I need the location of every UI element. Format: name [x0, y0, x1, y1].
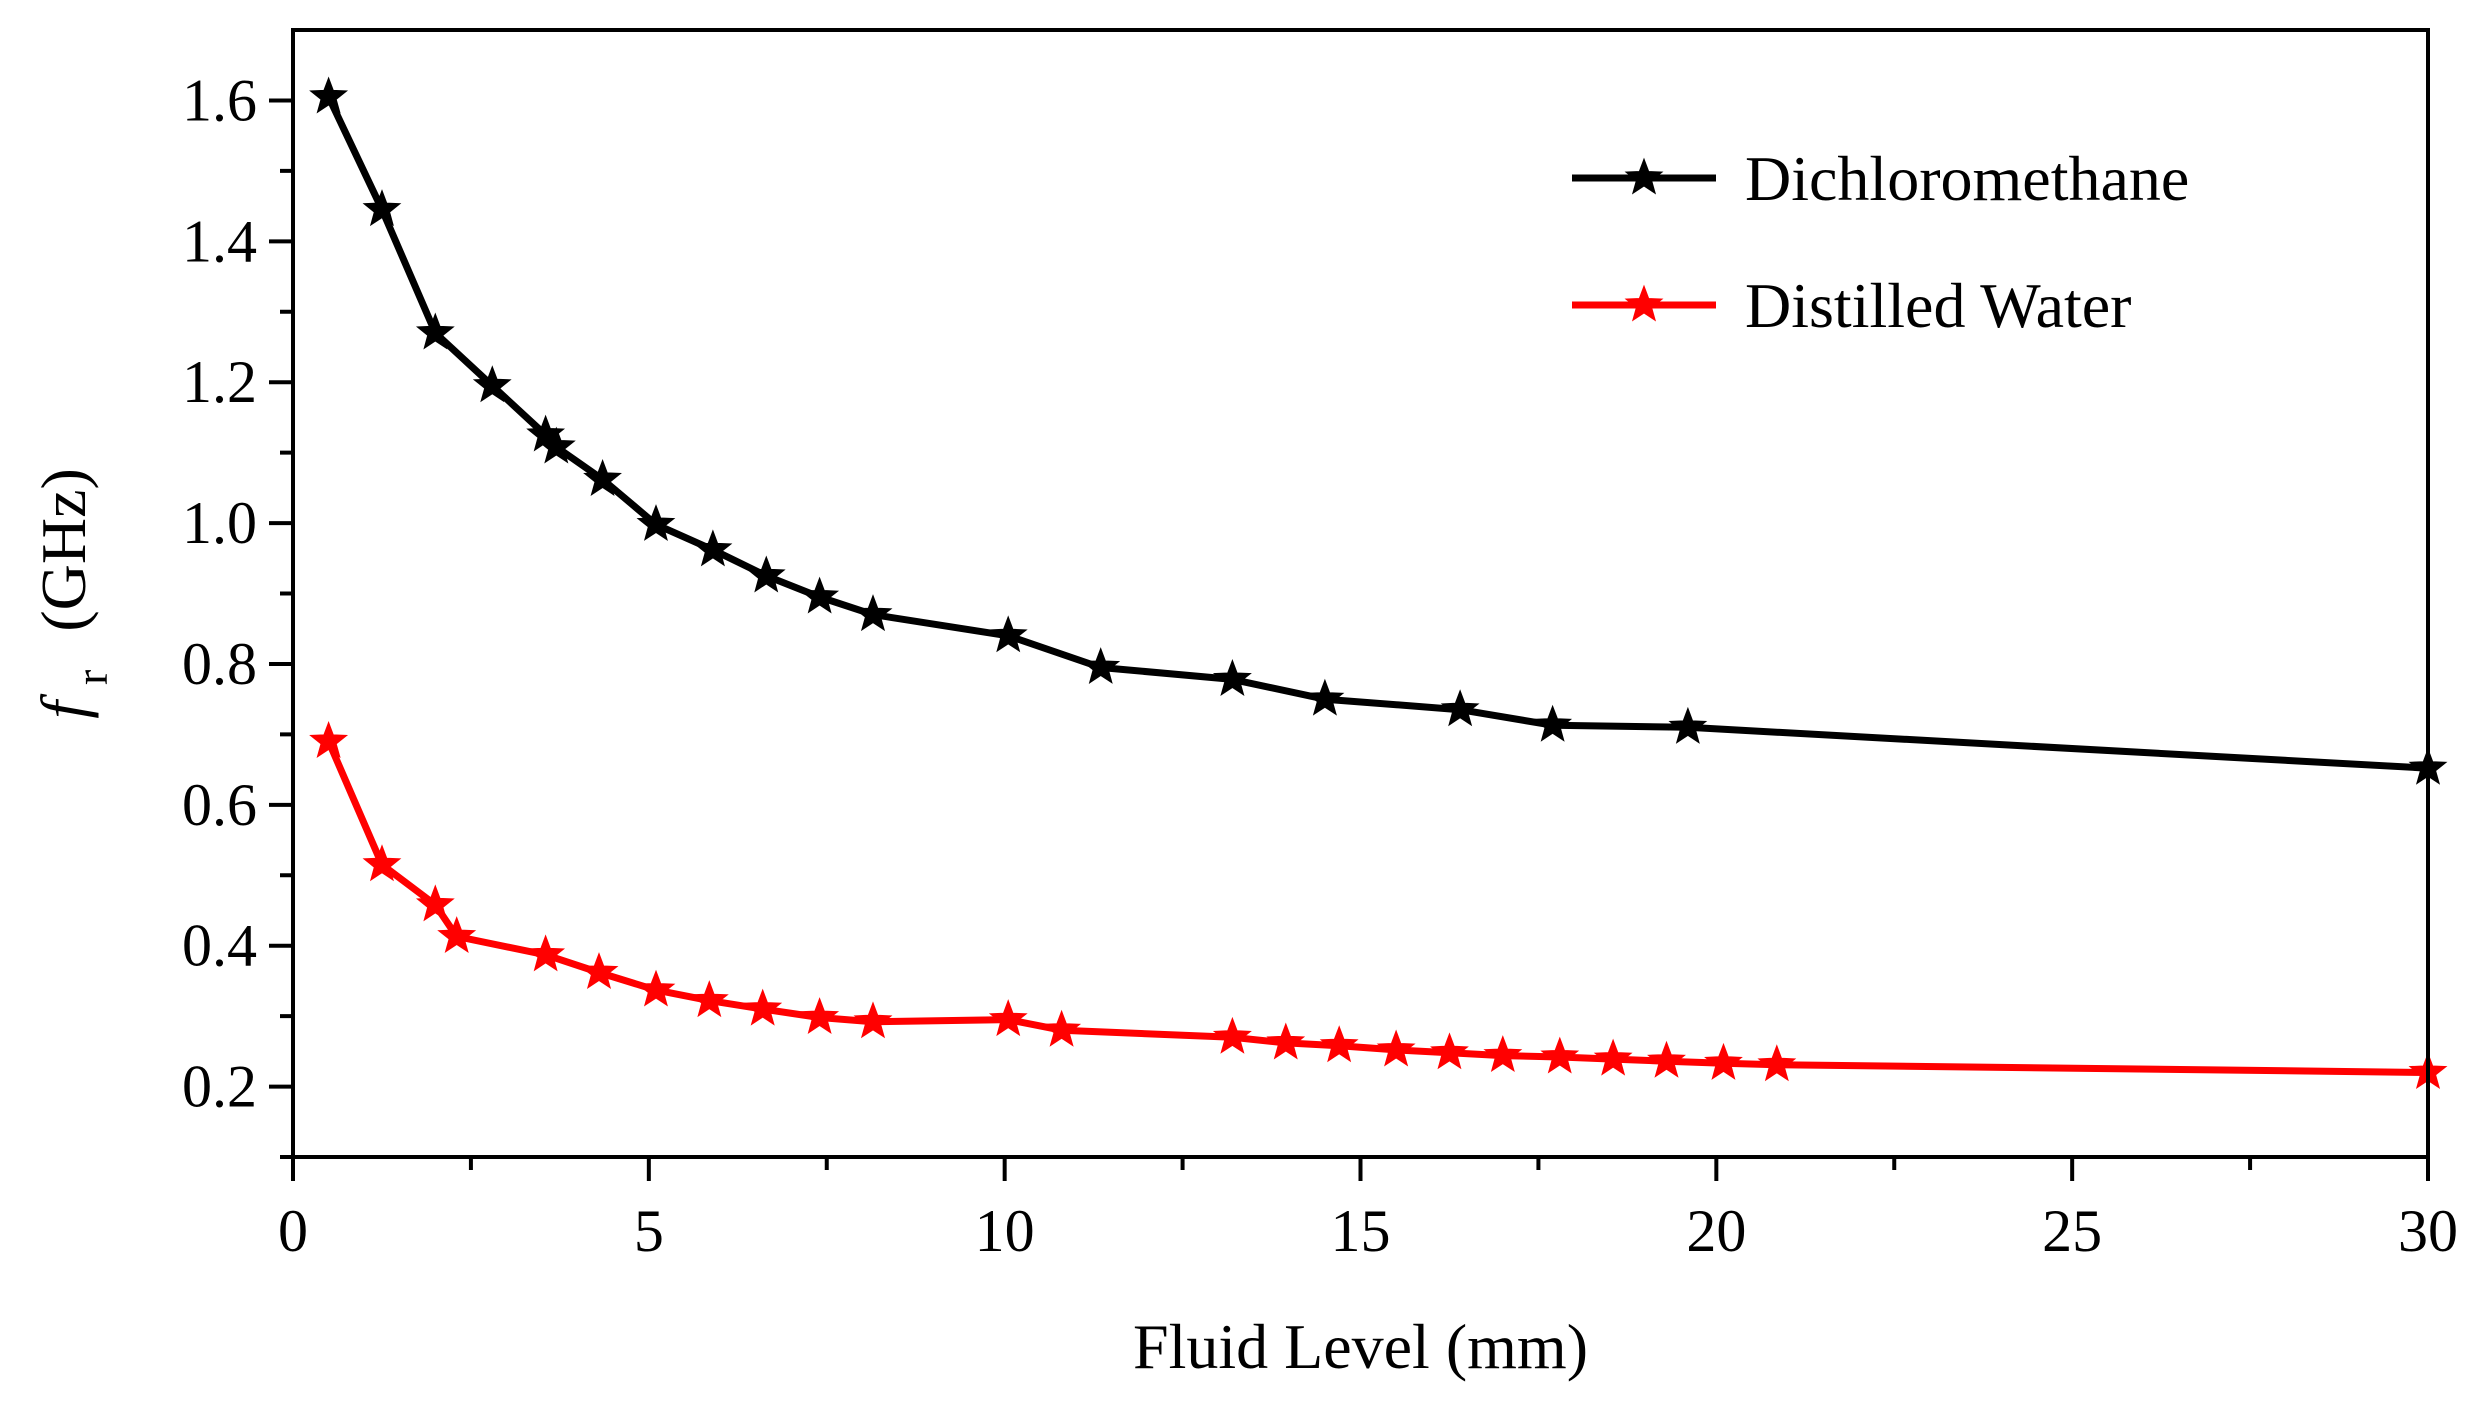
y-axis-title: f r (GHz) [28, 468, 121, 719]
data-point-series-2 [1483, 1035, 1523, 1073]
data-point-series-1 [309, 76, 349, 114]
data-point-series-1 [853, 594, 893, 632]
data-point-series-1 [1212, 658, 1252, 696]
data-point-series-1 [1081, 647, 1121, 684]
data-point-series-1 [472, 365, 512, 403]
legend-marker-2 [1624, 284, 1664, 322]
data-point-series-2 [1266, 1022, 1306, 1060]
x-tick-label: 0 [278, 1198, 308, 1264]
x-tick-label: 25 [2042, 1198, 2102, 1264]
y-tick-label: 0.8 [182, 631, 257, 697]
data-point-series-1 [988, 615, 1028, 653]
x-axis-title: Fluid Level (mm) [1133, 1311, 1588, 1382]
data-point-series-2 [853, 1001, 893, 1039]
y-tick-label: 1.0 [182, 490, 257, 556]
axis-layer: 0 5 10 15 20 25 30 0.2 0.4 0.6 0.8 1.0 1.2 1.4 1.6 [182, 28, 2458, 1264]
y-tick-label: 0.6 [182, 772, 257, 838]
data-point-series-2 [988, 999, 1028, 1037]
x-tick-label: 20 [1686, 1198, 1746, 1264]
data-point-series-1 [536, 426, 576, 464]
data-point-series-2 [362, 844, 402, 882]
y-tick-label: 0.4 [182, 913, 257, 979]
legend-marker-1 [1624, 157, 1664, 195]
data-point-series-1 [1533, 704, 1573, 742]
data-point-series-2 [309, 720, 349, 758]
data-point-series-2 [743, 988, 783, 1026]
data-point-series-2 [689, 980, 729, 1018]
x-tick-label: 5 [634, 1198, 664, 1264]
legend-label-1: Dichloromethane [1745, 143, 2189, 214]
data-point-series-2 [437, 916, 477, 954]
x-tick-label: 10 [975, 1198, 1035, 1264]
data-point-series-2 [1704, 1042, 1743, 1080]
data-point-series-2 [636, 969, 676, 1007]
y-axis-symbol: f [28, 693, 99, 719]
y-axis-subscript: r [66, 670, 117, 685]
data-point-series-2 [526, 934, 566, 972]
data-point-series-1 [362, 189, 402, 227]
data-point-series-2 [800, 997, 840, 1035]
data-point-series-2 [1757, 1044, 1797, 1082]
data-point-series-1 [693, 529, 733, 567]
data-point-series-1 [800, 576, 840, 614]
data-point-series-2 [415, 884, 455, 922]
legend-label-2: Distilled Water [1745, 270, 2131, 341]
data-point-series-2 [579, 952, 619, 989]
series-line-2 [325, 740, 2429, 1076]
legend: Dichloromethane Distilled Water [1572, 143, 2189, 341]
data-point-series-1 [1440, 689, 1480, 727]
data-point-series-1 [583, 458, 622, 496]
data-point-series-2 [1540, 1036, 1580, 1074]
data-point-series-2 [1593, 1038, 1633, 1076]
data-point-series-2 [1212, 1016, 1252, 1054]
data-point-series-2 [1042, 1009, 1082, 1047]
y-tick-label: 1.4 [182, 208, 257, 274]
y-tick-label: 0.2 [182, 1054, 257, 1120]
data-point-series-2 [1376, 1029, 1416, 1067]
data-point-series-1 [1668, 706, 1708, 744]
x-tick-label: 30 [2398, 1198, 2458, 1264]
plot-layer [309, 76, 2448, 1089]
data-point-series-1 [1305, 678, 1345, 716]
y-tick-label: 1.6 [182, 67, 257, 133]
x-tick-label: 15 [1331, 1198, 1391, 1264]
data-point-series-1 [415, 312, 455, 350]
y-axis-unit: (GHz) [28, 468, 99, 631]
data-point-series-2 [1647, 1040, 1686, 1078]
data-point-series-2 [1319, 1025, 1359, 1063]
y-tick-label: 1.2 [182, 349, 257, 415]
data-point-series-1 [746, 555, 786, 593]
data-point-series-2 [1430, 1032, 1469, 1070]
data-point-series-1 [636, 504, 676, 541]
